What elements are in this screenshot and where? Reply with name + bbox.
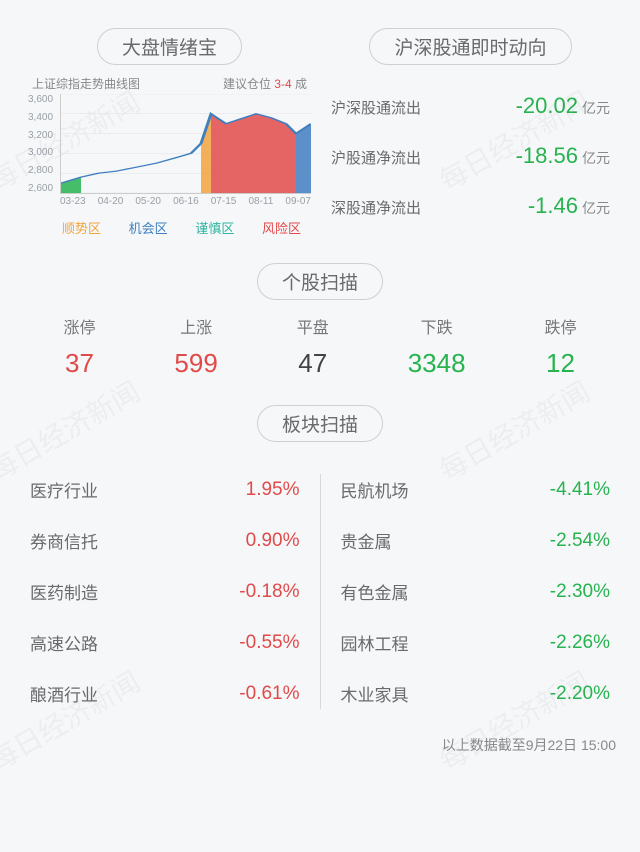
sector-row: 民航机场 -4.41%: [335, 464, 617, 515]
stat-value: 3348: [408, 348, 466, 379]
sentiment-title: 大盘情绪宝: [97, 28, 242, 65]
stat-item: 跌停 12: [544, 314, 576, 379]
footer-timestamp: 以上数据截至9月22日 15:00: [0, 729, 640, 755]
sector-row: 园林工程 -2.26%: [335, 617, 617, 668]
stat-value: 37: [63, 348, 95, 379]
flow-title: 沪深股通即时动向: [369, 28, 571, 65]
stat-value: 599: [174, 348, 217, 379]
sector-row: 酿酒行业 -0.61%: [24, 668, 306, 719]
flow-unit: 亿元: [582, 148, 610, 168]
sector-pct: -0.55%: [239, 632, 299, 654]
sector-pct: 0.90%: [246, 530, 300, 552]
stat-label: 涨停: [63, 314, 95, 338]
sector-name: 有色金属: [341, 579, 409, 604]
flow-label: 沪深股通流出: [331, 97, 516, 118]
flow-label: 深股通净流出: [331, 197, 528, 218]
sector-scan-title: 板块扫描: [257, 405, 383, 442]
flow-value: -18.56: [516, 143, 582, 169]
sector-pct: -0.61%: [239, 683, 299, 705]
stat-item: 上涨 599: [174, 314, 217, 379]
sector-row: 有色金属 -2.30%: [335, 566, 617, 617]
stock-scan-stats: 涨停 37 上涨 599 平盘 47 下跌 3348 跌停 12: [0, 314, 640, 379]
stat-value: 47: [297, 348, 329, 379]
stat-value: 12: [544, 348, 576, 379]
stat-label: 下跌: [408, 314, 466, 338]
sector-row: 木业家具 -2.20%: [335, 668, 617, 719]
sector-pct: -2.54%: [550, 530, 610, 552]
stat-label: 上涨: [174, 314, 217, 338]
stat-label: 跌停: [544, 314, 576, 338]
flow-row: 沪股通净流出 -18.56 亿元: [329, 131, 612, 181]
flow-unit: 亿元: [582, 98, 610, 118]
flow-row: 深股通净流出 -1.46 亿元: [329, 181, 612, 231]
sector-pct: -4.41%: [550, 479, 610, 501]
flow-unit: 亿元: [582, 198, 610, 218]
flow-label: 沪股通净流出: [331, 147, 516, 168]
flow-value: -20.02: [516, 93, 582, 119]
sector-pct: -0.18%: [239, 581, 299, 603]
sector-pct: -2.30%: [550, 581, 610, 603]
sector-row: 高速公路 -0.55%: [24, 617, 306, 668]
sector-name: 木业家具: [341, 681, 409, 706]
stock-scan-title: 个股扫描: [257, 263, 383, 300]
stat-label: 平盘: [297, 314, 329, 338]
sector-pct: -2.20%: [550, 683, 610, 705]
sector-divider: [320, 474, 321, 709]
sector-name: 医疗行业: [30, 477, 98, 502]
sector-row: 券商信托 0.90%: [24, 515, 306, 566]
chart-subtitle: 上证综指走势曲线图: [32, 75, 140, 92]
stat-item: 下跌 3348: [408, 314, 466, 379]
sector-scan: 医疗行业 1.95%券商信托 0.90%医药制造 -0.18%高速公路 -0.5…: [0, 456, 640, 729]
sector-row: 贵金属 -2.54%: [335, 515, 617, 566]
sector-name: 医药制造: [30, 579, 98, 604]
sector-name: 高速公路: [30, 630, 98, 655]
sector-row: 医疗行业 1.95%: [24, 464, 306, 515]
position-suggestion: 建议仓位 3-4 成: [223, 75, 307, 92]
sector-name: 民航机场: [341, 477, 409, 502]
flow-row: 沪深股通流出 -20.02 亿元: [329, 81, 612, 131]
sector-name: 酿酒行业: [30, 681, 98, 706]
chart-legend: 顺势区 机会区 谨慎区 风险区: [28, 214, 311, 237]
stat-item: 平盘 47: [297, 314, 329, 379]
trend-chart: 3,6003,4003,2003,0002,8002,600 03-2304-2…: [28, 94, 311, 214]
sector-name: 贵金属: [341, 528, 392, 553]
sector-row: 医药制造 -0.18%: [24, 566, 306, 617]
sector-name: 券商信托: [30, 528, 98, 553]
flow-panel: 沪深股通即时动向 沪深股通流出 -20.02 亿元沪股通净流出 -18.56 亿…: [329, 28, 612, 237]
flow-value: -1.46: [528, 193, 582, 219]
sector-pct: -2.26%: [550, 632, 610, 654]
sentiment-panel: 大盘情绪宝 上证综指走势曲线图 建议仓位 3-4 成 3,6003,4003,2…: [28, 28, 311, 237]
sector-name: 园林工程: [341, 630, 409, 655]
stat-item: 涨停 37: [63, 314, 95, 379]
sector-pct: 1.95%: [246, 479, 300, 501]
